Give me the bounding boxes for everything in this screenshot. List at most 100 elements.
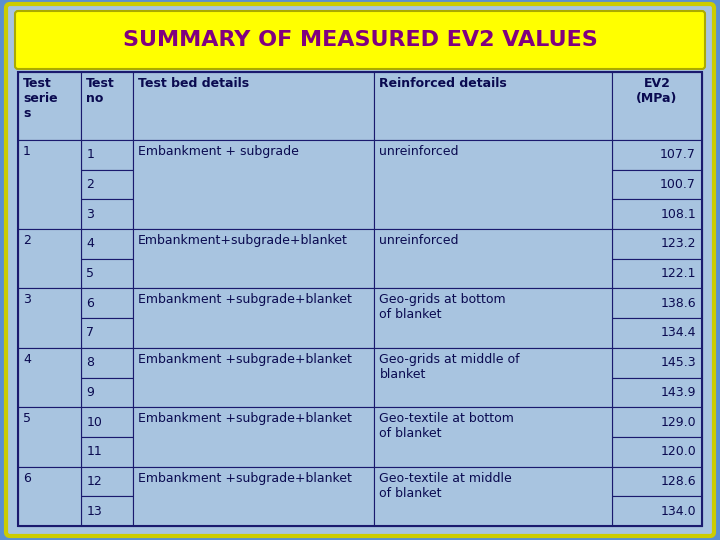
Bar	[612, 318, 702, 348]
Text: 3: 3	[23, 293, 31, 307]
Bar	[18, 407, 81, 467]
Text: Embankment +subgrade+blanket: Embankment +subgrade+blanket	[138, 471, 352, 484]
Bar	[133, 348, 374, 407]
Bar	[612, 229, 702, 259]
Text: 3: 3	[86, 208, 94, 221]
Text: Embankment + subgrade: Embankment + subgrade	[138, 145, 299, 158]
Text: 5: 5	[86, 267, 94, 280]
Bar	[612, 170, 702, 199]
Bar	[18, 72, 702, 526]
Text: Geo-grids at bottom
of blanket: Geo-grids at bottom of blanket	[379, 293, 506, 321]
Bar	[374, 72, 612, 140]
Text: 9: 9	[86, 386, 94, 399]
Text: 134.4: 134.4	[660, 327, 696, 340]
Bar	[81, 377, 133, 407]
Bar	[81, 288, 133, 318]
Bar	[612, 72, 702, 140]
Text: Embankment +subgrade+blanket: Embankment +subgrade+blanket	[138, 293, 352, 307]
Bar	[133, 407, 374, 467]
Text: Geo-textile at bottom
of blanket: Geo-textile at bottom of blanket	[379, 412, 514, 440]
Text: Test bed details: Test bed details	[138, 77, 249, 90]
Bar	[374, 140, 612, 229]
Bar	[374, 229, 612, 288]
Text: 138.6: 138.6	[660, 297, 696, 310]
Bar	[374, 348, 612, 407]
Text: 134.0: 134.0	[660, 505, 696, 518]
Text: 123.2: 123.2	[660, 238, 696, 251]
Text: 13: 13	[86, 505, 102, 518]
Text: 122.1: 122.1	[660, 267, 696, 280]
Text: 107.7: 107.7	[660, 148, 696, 161]
Text: 1: 1	[23, 145, 31, 158]
Text: Geo-textile at middle
of blanket: Geo-textile at middle of blanket	[379, 471, 512, 500]
Bar	[612, 437, 702, 467]
Bar	[81, 496, 133, 526]
FancyBboxPatch shape	[6, 4, 714, 536]
Bar	[612, 496, 702, 526]
Text: 5: 5	[23, 412, 31, 425]
Text: Test
no: Test no	[86, 77, 115, 105]
Bar	[612, 140, 702, 170]
Text: unreinforced: unreinforced	[379, 145, 459, 158]
Bar	[133, 72, 374, 140]
Bar	[612, 467, 702, 496]
Bar	[18, 140, 81, 229]
Text: Embankment +subgrade+blanket: Embankment +subgrade+blanket	[138, 412, 352, 425]
Bar	[374, 288, 612, 348]
Bar	[612, 407, 702, 437]
Bar	[133, 229, 374, 288]
Bar	[18, 229, 81, 288]
Text: 120.0: 120.0	[660, 446, 696, 458]
Text: 2: 2	[23, 234, 31, 247]
Text: 128.6: 128.6	[660, 475, 696, 488]
Text: unreinforced: unreinforced	[379, 234, 459, 247]
Text: 10: 10	[86, 416, 102, 429]
Bar	[81, 259, 133, 288]
Bar	[81, 407, 133, 437]
Bar	[133, 288, 374, 348]
Text: 12: 12	[86, 475, 102, 488]
Text: 129.0: 129.0	[660, 416, 696, 429]
Bar	[612, 377, 702, 407]
Text: Geo-grids at middle of
blanket: Geo-grids at middle of blanket	[379, 353, 520, 381]
Text: 6: 6	[86, 297, 94, 310]
Text: 11: 11	[86, 446, 102, 458]
Bar	[81, 170, 133, 199]
Text: 7: 7	[86, 327, 94, 340]
Text: 4: 4	[86, 238, 94, 251]
Bar	[81, 467, 133, 496]
Bar	[81, 199, 133, 229]
Bar	[81, 229, 133, 259]
Bar	[18, 288, 81, 348]
Bar	[374, 467, 612, 526]
Bar	[133, 140, 374, 229]
Text: Reinforced details: Reinforced details	[379, 77, 507, 90]
Text: 143.9: 143.9	[660, 386, 696, 399]
Bar	[612, 288, 702, 318]
Bar	[18, 467, 81, 526]
Bar	[81, 72, 133, 140]
Text: 100.7: 100.7	[660, 178, 696, 191]
FancyBboxPatch shape	[15, 11, 705, 69]
Bar	[81, 140, 133, 170]
Bar	[81, 437, 133, 467]
Text: 145.3: 145.3	[660, 356, 696, 369]
Text: SUMMARY OF MEASURED EV2 VALUES: SUMMARY OF MEASURED EV2 VALUES	[122, 30, 598, 50]
Bar	[374, 407, 612, 467]
Text: Embankment+subgrade+blanket: Embankment+subgrade+blanket	[138, 234, 348, 247]
Bar	[18, 72, 81, 140]
Bar	[81, 318, 133, 348]
Bar	[612, 348, 702, 377]
Text: 4: 4	[23, 353, 31, 366]
Text: 8: 8	[86, 356, 94, 369]
Text: 2: 2	[86, 178, 94, 191]
Bar	[612, 259, 702, 288]
Bar	[81, 348, 133, 377]
Text: 108.1: 108.1	[660, 208, 696, 221]
Text: EV2
(MPa): EV2 (MPa)	[636, 77, 678, 105]
Text: 6: 6	[23, 471, 31, 484]
Bar	[18, 348, 81, 407]
Text: Embankment +subgrade+blanket: Embankment +subgrade+blanket	[138, 353, 352, 366]
Bar	[133, 467, 374, 526]
Bar	[612, 199, 702, 229]
